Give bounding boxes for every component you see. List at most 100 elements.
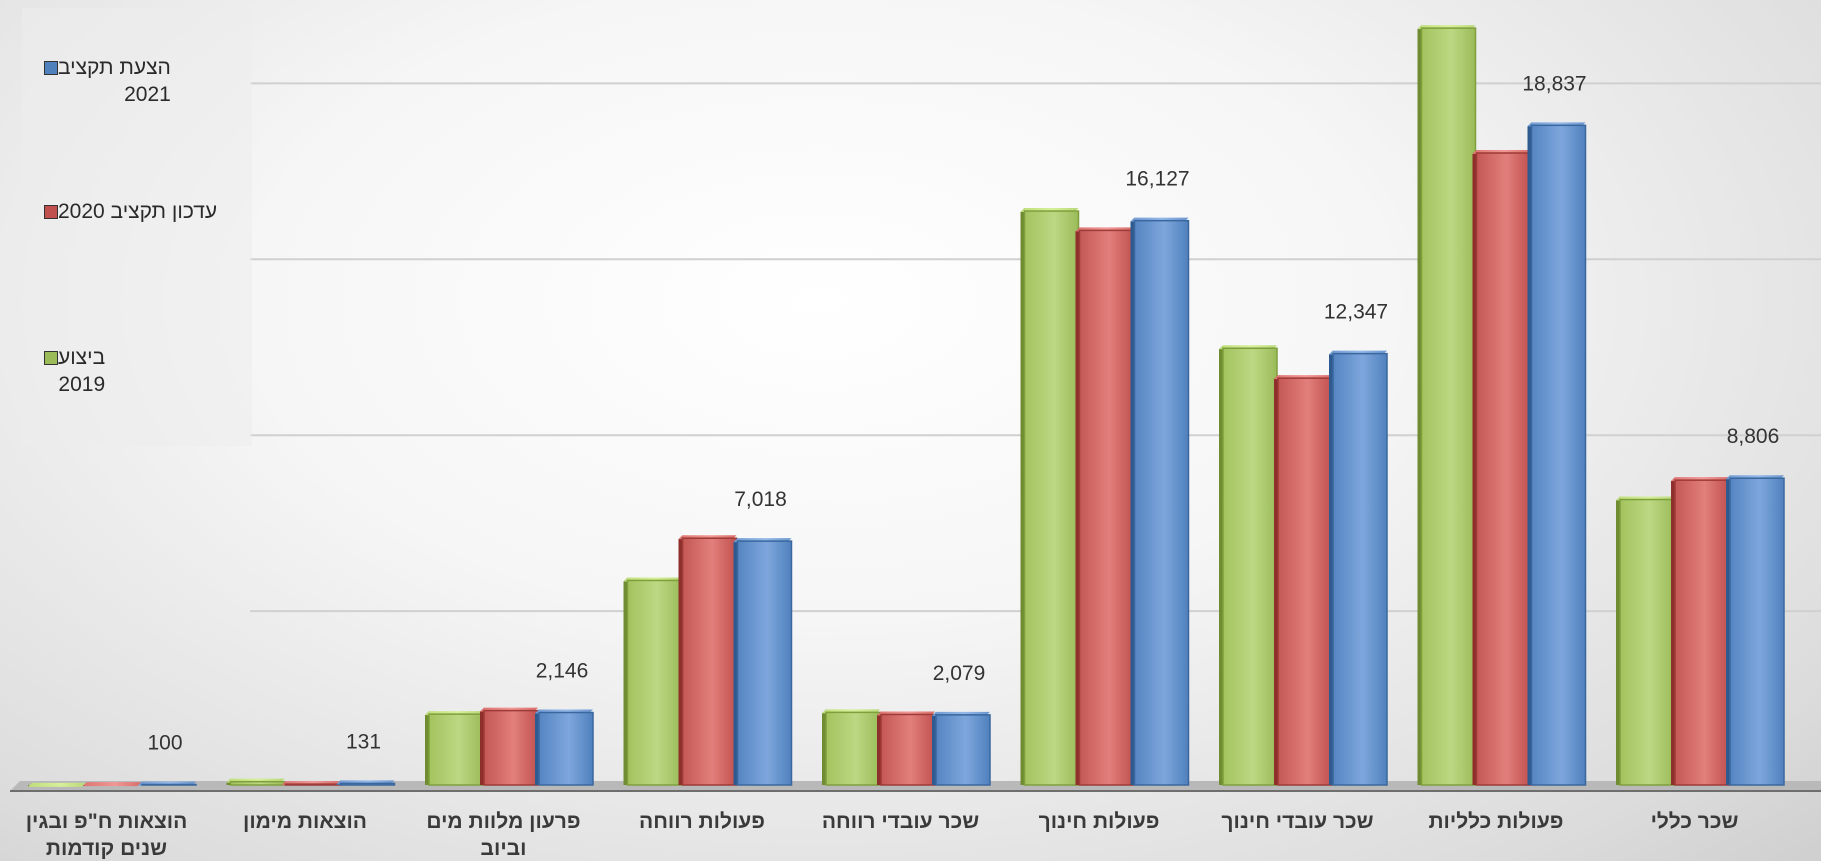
data-label: 12,347 <box>1324 301 1388 324</box>
legend-item: עדכון תקציב 2020 <box>44 198 219 225</box>
bar-side <box>1075 227 1080 786</box>
bar-front <box>1222 347 1278 786</box>
bar-side <box>535 709 539 785</box>
bar-front <box>1674 479 1730 786</box>
category-label: הוצאות מימון <box>243 810 367 833</box>
bar <box>877 711 936 786</box>
bar-front <box>880 713 936 786</box>
category-label: פעולות כלליות <box>1428 810 1563 833</box>
bar <box>425 711 484 786</box>
bar-front <box>1475 152 1532 786</box>
bar <box>226 778 286 786</box>
bar <box>1329 350 1388 786</box>
bar-side <box>822 709 826 785</box>
bar-side <box>480 707 484 785</box>
bar-front <box>626 579 683 786</box>
bar <box>480 707 539 786</box>
bar-side <box>932 711 936 785</box>
bar-front <box>935 714 991 786</box>
bar-front <box>1729 477 1785 786</box>
bar-side <box>425 711 429 785</box>
bar-front <box>428 713 484 786</box>
bar-side <box>877 711 881 785</box>
legend-label: עדכון תקציב 2020 <box>58 200 218 223</box>
bar <box>678 535 738 786</box>
bar <box>1130 217 1190 786</box>
bar-front <box>1277 377 1333 786</box>
bar <box>1219 345 1278 786</box>
bar-front <box>1420 27 1477 786</box>
bar-side <box>1671 477 1675 785</box>
category-label: שכר כללי <box>1651 810 1739 833</box>
bar <box>1075 227 1135 786</box>
bar <box>822 709 881 786</box>
bar <box>1274 375 1333 786</box>
legend-swatch <box>44 351 58 365</box>
category-label: פרעון מלוות מים וביוב <box>426 810 580 860</box>
bar-side <box>1472 150 1477 786</box>
bar-front <box>736 540 793 786</box>
bar <box>1417 25 1477 786</box>
bar-side <box>1417 25 1422 785</box>
bar-front <box>483 709 539 786</box>
bar <box>28 782 86 787</box>
bar <box>932 711 991 786</box>
bar <box>1472 150 1532 786</box>
data-label: 18,837 <box>1522 72 1586 95</box>
bar-front <box>825 711 881 786</box>
bar-side <box>678 535 683 785</box>
bar-front <box>339 782 396 786</box>
data-label: 100 <box>147 731 182 754</box>
data-label: 7,018 <box>734 488 787 511</box>
legend-item: ביצוע 2019 <box>44 344 107 398</box>
data-label: 131 <box>346 730 381 753</box>
category-label: שכר עובדי חינוך <box>1221 810 1373 833</box>
bar-front <box>229 780 286 786</box>
bar <box>1527 122 1587 786</box>
bar <box>1020 208 1080 786</box>
bar-side <box>1726 475 1730 785</box>
category-label: פעולות רווחה <box>639 810 765 833</box>
bar <box>535 709 594 786</box>
bar-front <box>284 783 341 786</box>
bar-front <box>141 783 197 786</box>
legend-label: ביצוע 2019 <box>58 346 106 396</box>
bar <box>1726 475 1785 786</box>
bar <box>138 781 197 786</box>
legend-swatch <box>44 61 58 75</box>
category-label: הוצאות ח"פ ובגין שנים קודמות <box>26 810 188 860</box>
category-label: שכר עובדי רווחה <box>822 810 979 833</box>
data-label: 2,146 <box>536 660 589 683</box>
bar-side <box>1616 496 1620 785</box>
bar-side <box>1527 122 1532 786</box>
data-label: 16,127 <box>1125 168 1189 191</box>
bar-front <box>1133 219 1190 786</box>
legend-item: הצעת תקציב 2021 <box>44 54 173 108</box>
bar <box>83 782 141 787</box>
bar-front <box>1332 352 1388 786</box>
bar-side <box>733 538 738 785</box>
bar-front <box>1530 124 1587 786</box>
data-label: 8,806 <box>1727 425 1780 448</box>
bar-side <box>623 577 628 785</box>
bar-side <box>1020 208 1025 786</box>
bar <box>1671 477 1730 786</box>
category-label: פעולות חינוך <box>1039 810 1160 833</box>
bar-front <box>1023 210 1080 786</box>
bar-top <box>28 782 86 787</box>
bar-front <box>1619 498 1675 786</box>
data-label: 2,079 <box>933 662 986 685</box>
bar-top <box>83 782 141 787</box>
bar-front <box>538 711 594 786</box>
legend-swatch <box>44 205 58 219</box>
bar <box>336 780 396 786</box>
bar-front <box>681 537 738 786</box>
legend: הצעת תקציב 2021 עדכון תקציב 2020 ביצוע 2019 <box>22 8 252 446</box>
bar <box>281 781 341 786</box>
bar-side <box>1329 350 1333 785</box>
legend-label: הצעת תקציב 2021 <box>58 56 171 106</box>
bar-side <box>1219 345 1223 785</box>
bar <box>623 577 683 786</box>
